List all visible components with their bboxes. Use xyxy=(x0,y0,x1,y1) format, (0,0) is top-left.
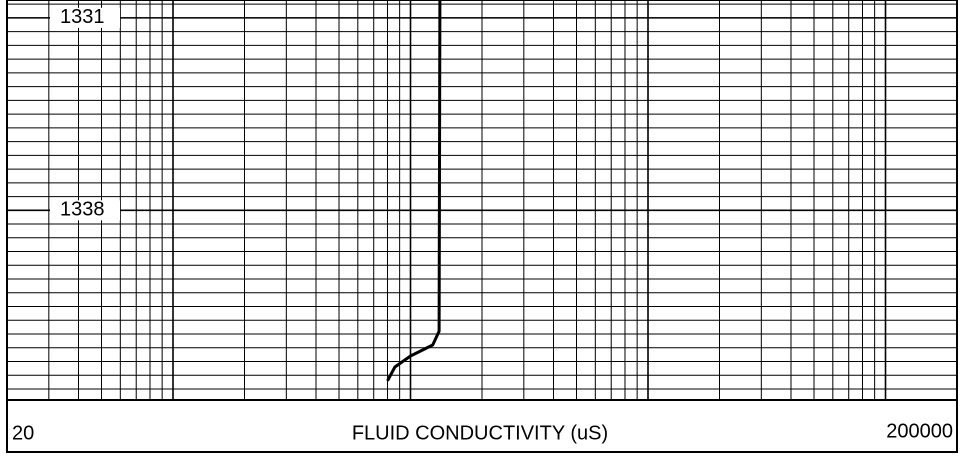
x-max-label: 200000 xyxy=(886,420,953,442)
grid: 1331 1338 xyxy=(7,0,957,400)
frame xyxy=(6,0,958,453)
plot xyxy=(386,0,442,382)
x-min-label: 20 xyxy=(12,422,34,444)
depth-label-bg xyxy=(50,7,120,28)
depth-label-bg xyxy=(50,200,120,221)
x-axis-title: FLUID CONDUCTIVITY (uS) xyxy=(352,422,608,444)
conductivity-curve xyxy=(386,0,442,382)
depth-label: 1338 xyxy=(60,199,105,221)
depth-label: 1331 xyxy=(60,6,105,28)
